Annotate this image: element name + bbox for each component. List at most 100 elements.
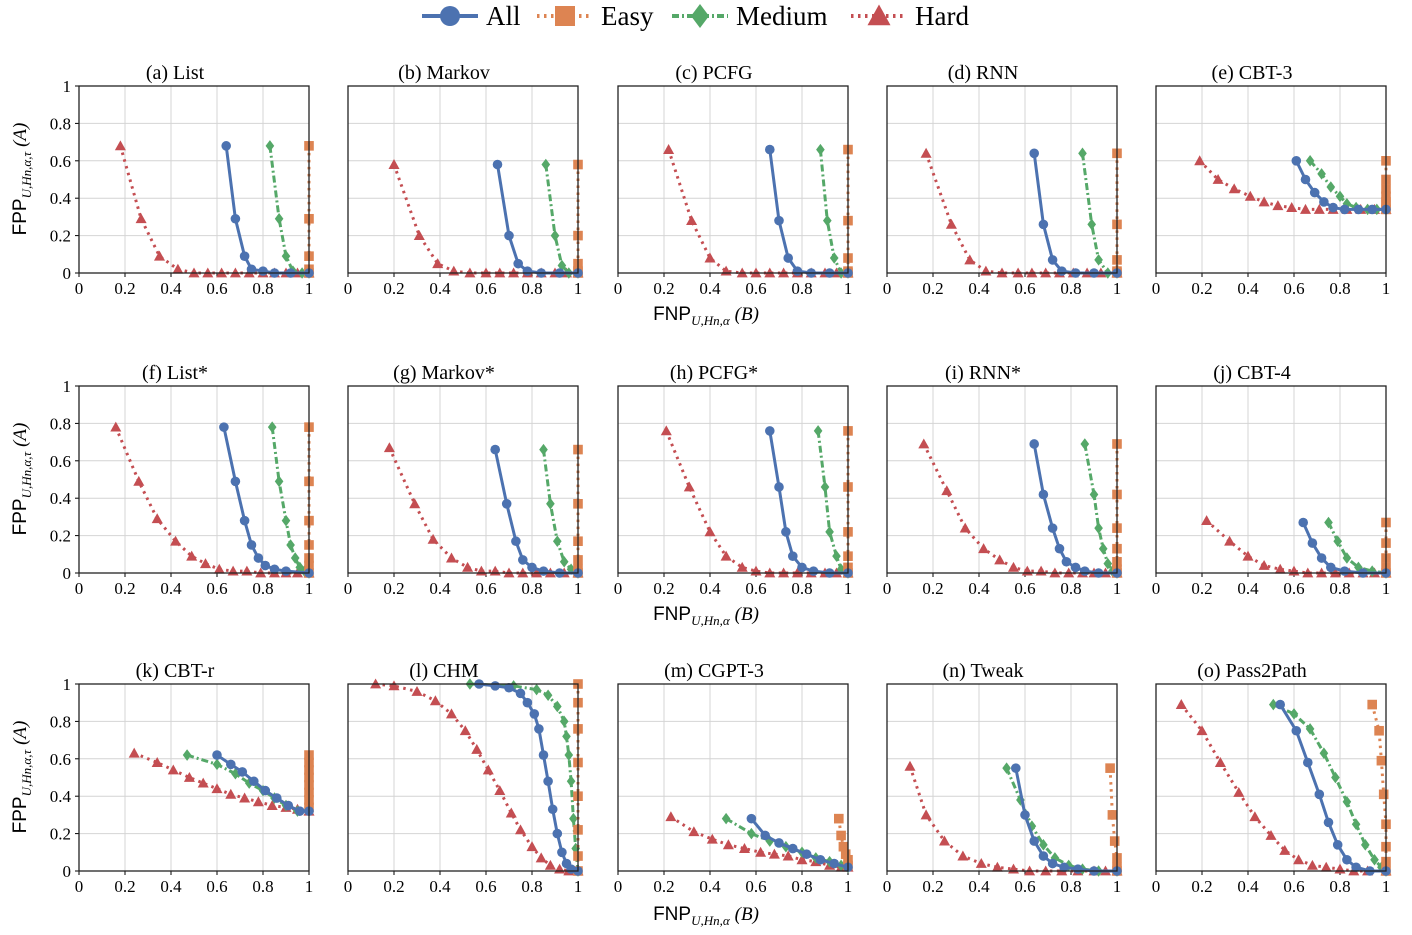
x-tick-label: 0.6 bbox=[1283, 579, 1304, 598]
x-tick-label: 0.6 bbox=[206, 279, 227, 298]
data-point bbox=[170, 535, 182, 546]
data-point bbox=[1342, 552, 1352, 564]
x-tick-label: 0 bbox=[75, 579, 84, 598]
x-tick-label: 0.2 bbox=[1191, 279, 1212, 298]
data-point bbox=[1029, 439, 1039, 449]
legend-label: Medium bbox=[736, 1, 828, 31]
data-point bbox=[1103, 557, 1113, 570]
data-point bbox=[801, 849, 812, 859]
data-point bbox=[182, 749, 192, 761]
data-point bbox=[920, 809, 932, 820]
y-tick-label: 0.8 bbox=[50, 114, 71, 133]
x-tick-label: 0 bbox=[1152, 877, 1161, 896]
data-point bbox=[252, 796, 264, 807]
data-point bbox=[796, 854, 808, 865]
x-tick-label: 0.2 bbox=[114, 877, 135, 896]
x-tick-label: 0.4 bbox=[699, 877, 721, 896]
data-point bbox=[836, 830, 846, 841]
series-group bbox=[1194, 155, 1392, 216]
panel-title: (e) CBT-3 bbox=[1212, 62, 1293, 84]
series-hard bbox=[918, 438, 1123, 578]
x-tick-label: 0.6 bbox=[1283, 877, 1304, 896]
x-tick-label: 1 bbox=[1113, 877, 1122, 896]
x-tick-label: 0 bbox=[1152, 579, 1161, 598]
data-point bbox=[920, 147, 932, 158]
data-point bbox=[1035, 565, 1047, 576]
data-point bbox=[1339, 204, 1350, 215]
data-point bbox=[1286, 202, 1298, 212]
data-point bbox=[1214, 757, 1226, 767]
data-point bbox=[260, 785, 271, 796]
panel-title: (m) CGPT-3 bbox=[664, 660, 764, 682]
series-line bbox=[118, 145, 309, 275]
data-point bbox=[1300, 174, 1311, 185]
legend-label: All bbox=[486, 1, 521, 31]
series-all bbox=[490, 444, 583, 578]
data-point bbox=[239, 515, 250, 526]
data-point bbox=[1313, 203, 1325, 214]
data-point bbox=[797, 562, 807, 573]
panel-5: (e) CBT-3 0 0.2 0.4 0.6 0.8 1 bbox=[1152, 62, 1392, 298]
data-point bbox=[1070, 562, 1081, 573]
data-point bbox=[1054, 543, 1065, 554]
panel-3: (c) PCFG 0 0.2 0.4 0.6 0.8 1 bbox=[614, 62, 854, 298]
data-point bbox=[1326, 181, 1336, 193]
series-line bbox=[1014, 767, 1117, 873]
legend-marker bbox=[691, 4, 709, 28]
plot-frame bbox=[617, 683, 849, 872]
data-point bbox=[1020, 810, 1030, 820]
data-point bbox=[213, 563, 225, 574]
data-point bbox=[489, 565, 501, 576]
data-point bbox=[978, 543, 990, 554]
data-point bbox=[813, 425, 823, 437]
data-point bbox=[941, 485, 953, 496]
plot-frame bbox=[1155, 85, 1387, 274]
data-point bbox=[1107, 810, 1118, 820]
data-point bbox=[527, 562, 537, 573]
data-point bbox=[1279, 844, 1291, 855]
x-tick-label: 0.2 bbox=[1191, 579, 1212, 598]
x-tick-label: 0.4 bbox=[160, 579, 182, 598]
data-point bbox=[539, 443, 548, 456]
data-point bbox=[559, 715, 569, 728]
series-line bbox=[1301, 521, 1386, 575]
data-point bbox=[1314, 789, 1325, 800]
x-tick-label: 0.8 bbox=[1060, 877, 1081, 896]
data-point bbox=[746, 813, 757, 824]
x-tick-label: 0.8 bbox=[791, 279, 812, 298]
data-point bbox=[1298, 517, 1308, 528]
y-tick-label: 1 bbox=[63, 675, 72, 694]
data-point bbox=[153, 250, 166, 261]
data-point bbox=[114, 140, 126, 151]
data-point bbox=[1087, 218, 1097, 231]
data-point bbox=[212, 750, 222, 760]
series-group bbox=[904, 760, 1123, 877]
grid bbox=[886, 683, 1118, 872]
x-tick-label: 1 bbox=[1113, 279, 1122, 298]
data-point bbox=[534, 724, 544, 734]
data-point bbox=[1289, 708, 1299, 720]
plot-frame bbox=[78, 683, 310, 872]
x-tick-label: 0.4 bbox=[699, 279, 721, 298]
x-tick-label: 0 bbox=[883, 877, 892, 896]
data-point bbox=[1367, 699, 1377, 710]
data-point bbox=[1323, 817, 1334, 828]
data-point bbox=[1109, 836, 1120, 846]
data-point bbox=[522, 266, 533, 276]
legend-item-medium: Medium bbox=[672, 1, 828, 31]
y-tick-label: 0.8 bbox=[50, 712, 71, 731]
series-all bbox=[1275, 699, 1391, 876]
data-point bbox=[281, 250, 291, 262]
data-point bbox=[459, 725, 471, 736]
x-tick-label: 0 bbox=[344, 877, 353, 896]
series-line bbox=[1005, 767, 1117, 873]
data-point bbox=[552, 535, 562, 547]
data-point bbox=[774, 838, 784, 848]
x-tick-label: 0.6 bbox=[475, 877, 496, 896]
x-tick-label: 0.6 bbox=[475, 279, 496, 298]
series-easy bbox=[1367, 699, 1391, 876]
data-point bbox=[1038, 851, 1049, 861]
data-point bbox=[829, 252, 839, 264]
plot-frame bbox=[1155, 385, 1387, 574]
